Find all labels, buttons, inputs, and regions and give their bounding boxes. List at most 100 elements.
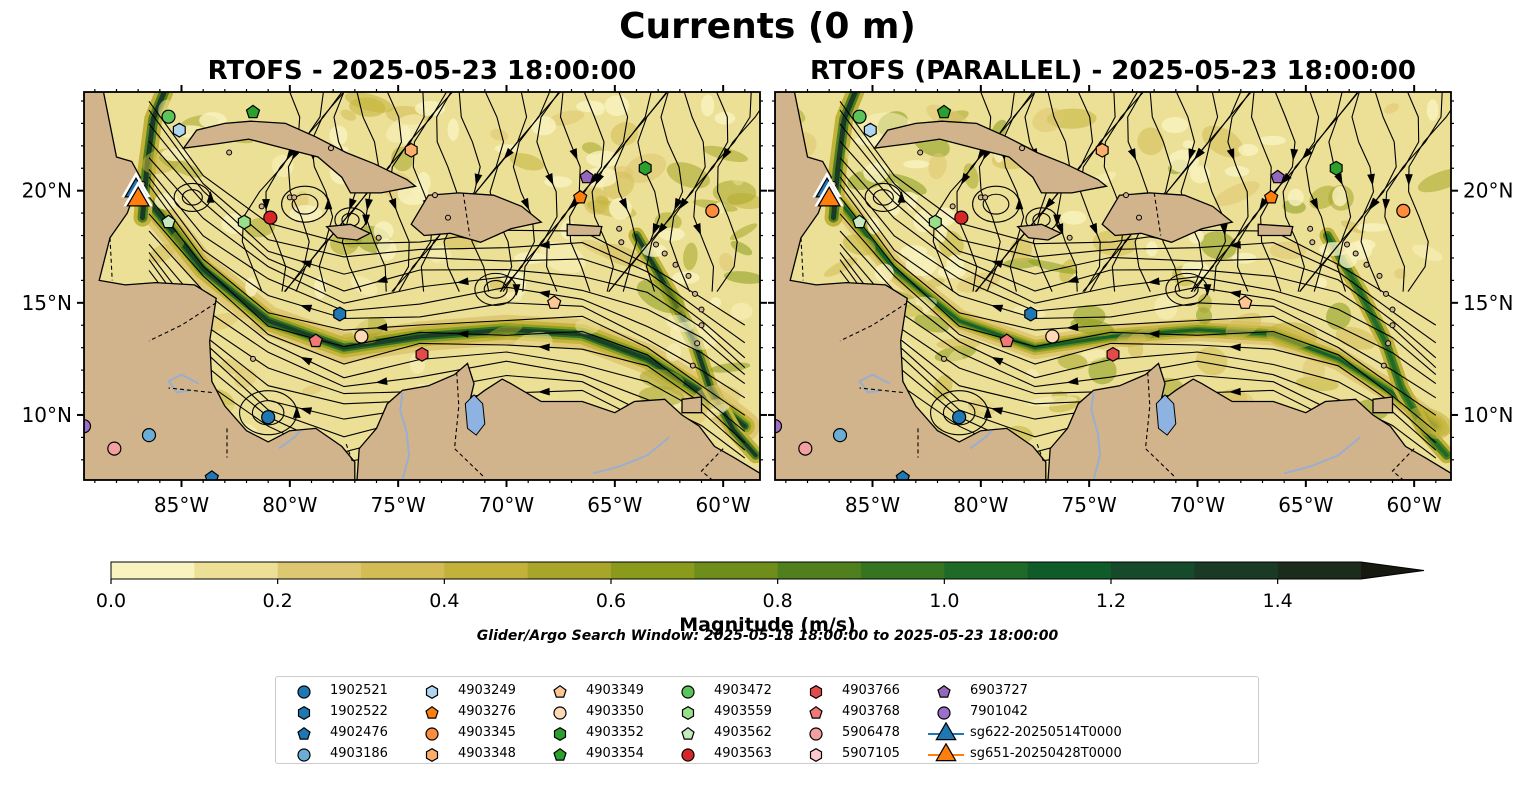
platform-sg651-20250428T0000	[126, 186, 151, 207]
speed-patch	[1224, 166, 1250, 177]
island	[1307, 225, 1314, 232]
legend-marker-hexagon	[809, 748, 823, 762]
platform-4902476	[204, 470, 220, 480]
platform-4903768	[308, 333, 324, 348]
land-cuba	[873, 120, 1109, 194]
stream-arrow	[1147, 330, 1160, 338]
land-centralAmerica	[84, 92, 356, 480]
streamline	[148, 123, 746, 359]
island	[258, 203, 265, 210]
speed-patch	[928, 153, 947, 180]
speed-patch	[1057, 353, 1088, 370]
speed-patch	[977, 397, 1010, 412]
colorbar-segment	[111, 562, 195, 579]
streamline	[546, 92, 605, 292]
speed-patch	[1081, 347, 1106, 362]
island	[291, 194, 298, 201]
streamlines	[775, 92, 1451, 480]
platform-4903249	[172, 122, 186, 138]
border	[345, 443, 354, 463]
island	[653, 241, 659, 248]
speed-patch	[1258, 135, 1287, 146]
platform-sg651-20250428T0000	[817, 186, 842, 207]
platform-4903562	[852, 214, 867, 229]
stream-arrow	[674, 197, 683, 211]
speed-patch	[874, 263, 894, 283]
stream-arrow	[538, 290, 551, 298]
stream-arrow	[206, 190, 215, 203]
speed-patch	[1384, 103, 1399, 114]
land-puertoRico	[1257, 223, 1294, 237]
island	[1385, 340, 1392, 347]
stream-arrow	[299, 407, 313, 415]
platform-4903562	[161, 214, 176, 229]
speed-patch	[1161, 116, 1189, 134]
platform-legend: 1902521 1902522 4902476 4903186 4903249 49032…	[275, 676, 1259, 764]
border	[462, 192, 471, 236]
speed-patch	[329, 125, 348, 146]
colorbar-segment	[444, 562, 529, 579]
stream-arrow	[375, 323, 388, 332]
speed-patch	[586, 150, 620, 168]
streamline	[398, 92, 458, 292]
panel-title-rtofs-parallel: RTOFS (PARALLEL) - 2025-05-23 18:00:00	[810, 56, 1416, 86]
legend-marker-circle	[425, 727, 439, 741]
speed-patch	[1269, 241, 1307, 260]
platform-4903276	[1263, 189, 1279, 204]
stream-arrow	[512, 284, 521, 296]
platform-4903354	[936, 104, 952, 119]
map-panel-rtofs: 85°W 80°W 75°W 70°W 65°W 60°W 10°N 15°N 20°N	[22, 85, 767, 517]
stream-arrow	[618, 197, 628, 211]
eddy-streamline	[982, 193, 1010, 215]
legend-marker-circle	[297, 748, 311, 762]
y-tick-label: 20°N	[1463, 179, 1513, 203]
speed-patch	[842, 234, 876, 256]
streamline	[839, 140, 1437, 369]
stream-arrow	[1203, 284, 1212, 296]
stream-arrow	[1334, 173, 1343, 186]
legend-label: sg651-20250428T0000	[970, 746, 1122, 761]
stream-arrow	[300, 356, 313, 366]
speed-patch	[340, 109, 357, 121]
streamline	[622, 92, 684, 292]
streamline	[284, 92, 343, 292]
stream-arrow	[1382, 198, 1390, 211]
speed-patch	[400, 125, 412, 145]
island	[1344, 241, 1350, 248]
platform-4903349	[546, 295, 562, 309]
platform-4903348	[1095, 142, 1109, 158]
x-tick-label: 70°W	[1170, 493, 1225, 517]
stream-arrow	[375, 377, 388, 385]
stream-arrow	[1188, 148, 1196, 161]
island	[250, 355, 256, 362]
river	[399, 392, 411, 480]
speed-patch	[581, 239, 624, 261]
legend-marker-pentagon	[297, 726, 311, 740]
stream-arrow	[520, 197, 530, 211]
legend-marker-triangle	[928, 743, 964, 762]
streamline	[1190, 92, 1252, 292]
speed-patch	[1238, 143, 1259, 156]
speed-patch	[723, 271, 760, 284]
speed-patch	[301, 384, 322, 396]
speed-patch	[349, 97, 386, 117]
river	[1090, 392, 1102, 480]
stream-arrow	[1281, 172, 1292, 185]
platform-4903350	[1045, 329, 1060, 344]
lake-maracaibo	[1155, 394, 1177, 436]
legend-marker-pentagon	[681, 726, 695, 740]
speed-patch	[511, 331, 553, 360]
legend-label: 4903768	[842, 704, 900, 719]
legend-symbol	[425, 748, 439, 762]
legend-label: 4903354	[586, 746, 644, 761]
streamline	[839, 230, 1437, 451]
land-hispaniola	[1101, 192, 1234, 243]
streamline	[716, 108, 760, 292]
legend-label: 7901042	[970, 704, 1028, 719]
stream-arrow	[292, 406, 301, 418]
legend-label: 1902522	[330, 704, 388, 719]
speed-patch	[1028, 259, 1079, 274]
legend-label: sg622-20250514T0000	[970, 725, 1122, 740]
river	[166, 373, 200, 394]
streamline	[693, 92, 752, 292]
